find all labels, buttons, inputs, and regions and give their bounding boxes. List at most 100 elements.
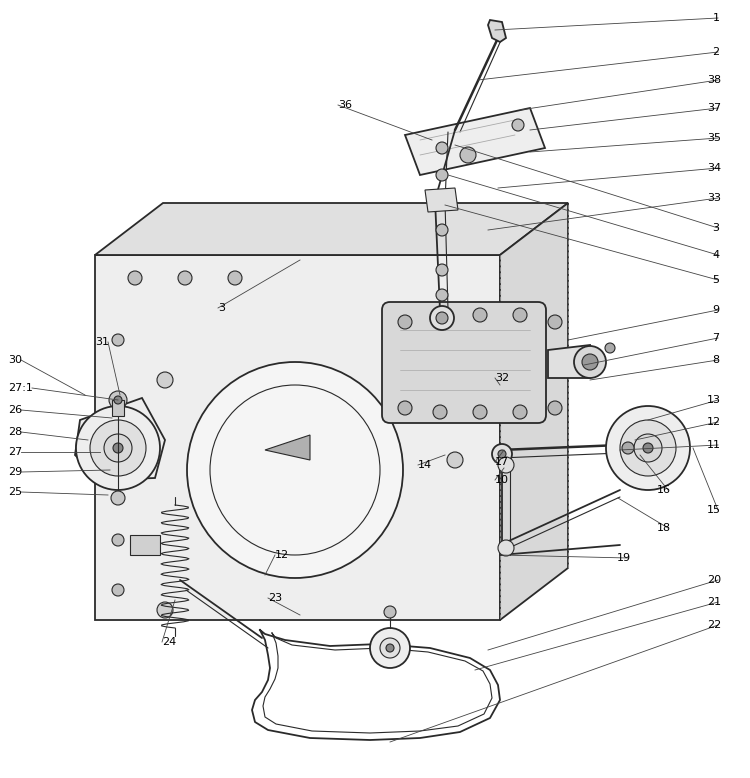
Text: 35: 35 [707, 133, 721, 143]
Polygon shape [425, 188, 458, 212]
Circle shape [178, 271, 192, 285]
Circle shape [370, 628, 410, 668]
Circle shape [498, 457, 514, 473]
Circle shape [112, 584, 124, 596]
Circle shape [548, 401, 562, 415]
Text: 23: 23 [268, 593, 282, 603]
Circle shape [548, 315, 562, 329]
Text: 11: 11 [707, 440, 721, 450]
Circle shape [436, 224, 448, 236]
Circle shape [157, 372, 173, 388]
Circle shape [498, 540, 514, 556]
Circle shape [433, 308, 447, 322]
Polygon shape [500, 203, 568, 620]
Text: 20: 20 [707, 575, 722, 585]
Polygon shape [75, 398, 165, 480]
Circle shape [436, 169, 448, 181]
Text: 19: 19 [617, 553, 632, 563]
Text: 14: 14 [418, 460, 432, 470]
Text: 21: 21 [707, 597, 722, 607]
Circle shape [643, 443, 653, 453]
Circle shape [473, 405, 487, 419]
Circle shape [513, 308, 527, 322]
Circle shape [228, 271, 242, 285]
Circle shape [436, 142, 448, 154]
Text: 30: 30 [8, 355, 22, 365]
Text: 37: 37 [707, 103, 722, 113]
Text: eReplacementParts.com: eReplacementParts.com [226, 422, 413, 437]
Circle shape [128, 271, 142, 285]
Text: 13: 13 [707, 395, 721, 405]
Text: 18: 18 [657, 523, 671, 533]
Text: 9: 9 [712, 305, 720, 315]
Text: 12: 12 [275, 550, 290, 560]
Text: 25: 25 [8, 487, 22, 497]
Circle shape [447, 452, 463, 468]
Circle shape [430, 306, 454, 330]
Circle shape [76, 406, 160, 490]
Text: 7: 7 [712, 333, 720, 343]
Circle shape [492, 444, 512, 464]
Polygon shape [548, 345, 590, 378]
Polygon shape [95, 255, 500, 620]
Circle shape [634, 434, 662, 462]
Text: 10: 10 [495, 475, 509, 485]
Text: 3: 3 [218, 303, 225, 313]
Circle shape [187, 362, 403, 578]
Text: 8: 8 [712, 355, 720, 365]
Text: 27: 27 [8, 447, 22, 457]
Text: 22: 22 [707, 620, 722, 630]
Text: 15: 15 [707, 505, 721, 515]
Polygon shape [488, 20, 506, 42]
Circle shape [498, 450, 506, 458]
Polygon shape [405, 108, 545, 175]
Circle shape [157, 602, 173, 618]
Text: 17: 17 [495, 457, 509, 467]
Circle shape [574, 346, 606, 378]
Text: 26: 26 [8, 405, 22, 415]
Circle shape [620, 420, 676, 476]
Circle shape [513, 405, 527, 419]
Text: 4: 4 [712, 250, 720, 260]
Text: 38: 38 [707, 75, 722, 85]
Circle shape [109, 391, 127, 409]
Text: 12: 12 [707, 417, 722, 427]
Circle shape [606, 406, 690, 490]
Text: 1: 1 [712, 13, 719, 23]
Polygon shape [265, 435, 310, 460]
Circle shape [113, 443, 123, 453]
Text: 2: 2 [712, 47, 720, 57]
Text: 32: 32 [495, 373, 509, 383]
Text: 36: 36 [338, 100, 352, 110]
Circle shape [398, 401, 412, 415]
Circle shape [114, 396, 122, 404]
Text: 3: 3 [712, 223, 719, 233]
Circle shape [622, 442, 634, 454]
Circle shape [90, 420, 146, 476]
Circle shape [436, 289, 448, 301]
Circle shape [582, 354, 598, 370]
Circle shape [436, 264, 448, 276]
Text: 27:1: 27:1 [8, 383, 33, 393]
Circle shape [112, 534, 124, 546]
Text: 33: 33 [707, 193, 721, 203]
Text: 28: 28 [8, 427, 22, 437]
Polygon shape [95, 203, 568, 255]
Circle shape [104, 434, 132, 462]
Circle shape [473, 308, 487, 322]
Circle shape [436, 312, 448, 324]
Circle shape [512, 119, 524, 131]
Circle shape [380, 638, 400, 658]
Text: 34: 34 [707, 163, 722, 173]
Polygon shape [112, 400, 124, 416]
Circle shape [433, 405, 447, 419]
Circle shape [460, 147, 476, 163]
Circle shape [111, 491, 125, 505]
Text: 29: 29 [8, 467, 22, 477]
Circle shape [398, 315, 412, 329]
Circle shape [384, 606, 396, 618]
Text: 24: 24 [162, 637, 176, 647]
Circle shape [605, 343, 615, 353]
Polygon shape [130, 535, 160, 555]
Circle shape [112, 334, 124, 346]
